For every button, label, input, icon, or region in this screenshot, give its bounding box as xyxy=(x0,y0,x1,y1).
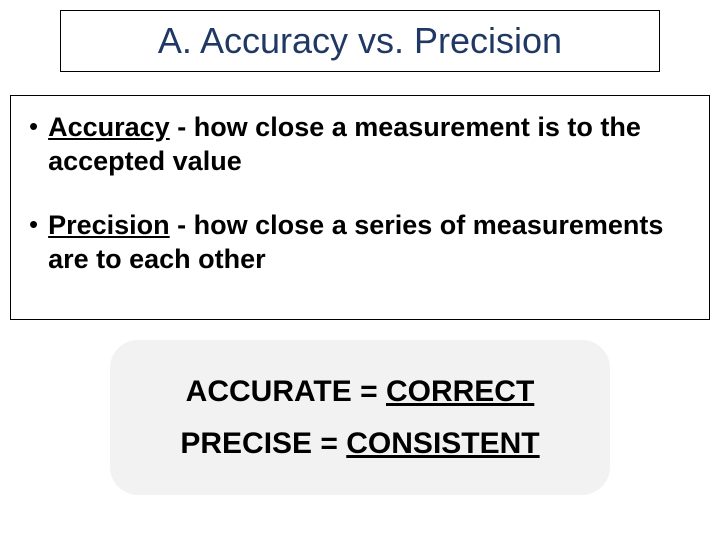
callout-box: ACCURATE = CORRECT PRECISE = CONSISTENT xyxy=(110,340,610,495)
callout-left-2: PRECISE = xyxy=(180,427,346,460)
bullet-item: • Accuracy - how close a measurement is … xyxy=(29,110,691,178)
bullet-item: • Precision - how close a series of meas… xyxy=(29,208,691,276)
title-box: A. Accuracy vs. Precision xyxy=(60,10,660,72)
body-box: • Accuracy - how close a measurement is … xyxy=(10,95,710,320)
callout-line-2: PRECISE = CONSISTENT xyxy=(180,427,539,461)
slide-title: A. Accuracy vs. Precision xyxy=(158,20,562,62)
bullet-text: Precision - how close a series of measur… xyxy=(48,208,691,276)
bullet-dot-icon: • xyxy=(29,110,38,142)
bullet-dot-icon: • xyxy=(29,208,38,240)
term-precision: Precision xyxy=(48,210,170,240)
term-accuracy: Accuracy xyxy=(48,112,170,142)
callout-left-1: ACCURATE = xyxy=(186,375,386,408)
bullet-text: Accuracy - how close a measurement is to… xyxy=(48,110,691,178)
callout-line-1: ACCURATE = CORRECT xyxy=(186,375,535,409)
callout-right-1: CORRECT xyxy=(386,375,534,408)
callout-right-2: CONSISTENT xyxy=(346,427,539,460)
